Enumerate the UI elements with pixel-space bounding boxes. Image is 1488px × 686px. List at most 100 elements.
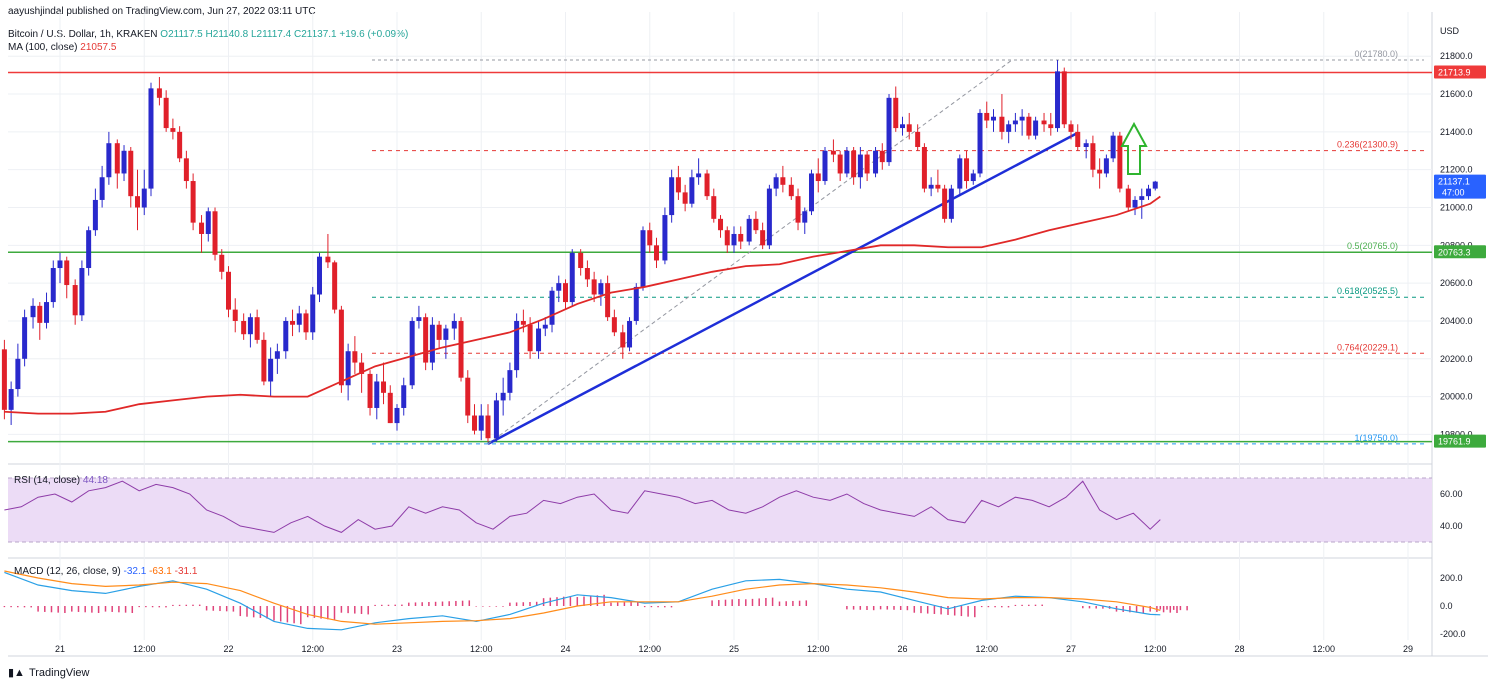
candle-body[interactable] <box>359 362 365 374</box>
candle-body[interactable] <box>485 415 491 439</box>
rsi-legend[interactable]: RSI (14, close) 44.18 <box>14 475 108 486</box>
candle-body[interactable] <box>148 88 154 189</box>
candle-body[interactable] <box>647 230 653 246</box>
candle-body[interactable] <box>1132 199 1138 208</box>
candle-body[interactable] <box>675 177 681 193</box>
candle-body[interactable] <box>809 173 815 212</box>
candle-body[interactable] <box>746 218 752 242</box>
candle-body[interactable] <box>1006 124 1012 132</box>
candle-body[interactable] <box>99 177 105 200</box>
candle-body[interactable] <box>121 150 127 174</box>
candle-body[interactable] <box>86 230 92 269</box>
candle-body[interactable] <box>72 285 78 316</box>
candle-body[interactable] <box>753 218 759 231</box>
rsi-line[interactable] <box>4 480 1161 533</box>
candle-body[interactable] <box>942 188 948 219</box>
candle-body[interactable] <box>367 373 373 408</box>
ma100-line[interactable] <box>4 195 1161 415</box>
rising-trend-line[interactable] <box>487 132 1077 445</box>
candle-body[interactable] <box>724 230 730 246</box>
candle-body[interactable] <box>563 283 568 303</box>
candle-body[interactable] <box>79 268 85 316</box>
candle-body[interactable] <box>928 184 934 189</box>
candle-body[interactable] <box>170 128 176 132</box>
candle-body[interactable] <box>247 317 253 335</box>
candle-body[interactable] <box>738 233 744 242</box>
candle-body[interactable] <box>569 252 575 303</box>
candle-body[interactable] <box>325 256 331 263</box>
candle-body[interactable] <box>345 351 351 386</box>
candle-body[interactable] <box>633 286 639 321</box>
candle-body[interactable] <box>900 124 905 129</box>
candle-body[interactable] <box>296 313 302 325</box>
candle-body[interactable] <box>1146 188 1152 197</box>
candle-body[interactable] <box>844 150 850 174</box>
candle-body[interactable] <box>795 196 801 223</box>
candle-body[interactable] <box>128 150 134 197</box>
candle-body[interactable] <box>352 351 358 363</box>
candle-body[interactable] <box>1041 120 1047 125</box>
candle-body[interactable] <box>1048 124 1054 129</box>
candle-body[interactable] <box>696 173 702 178</box>
candle-body[interactable] <box>977 112 983 174</box>
candle-body[interactable] <box>620 332 626 348</box>
candle-body[interactable] <box>37 305 43 323</box>
candle-body[interactable] <box>766 188 772 246</box>
candle-body[interactable] <box>316 256 322 295</box>
candle-body[interactable] <box>957 158 963 189</box>
candle-body[interactable] <box>984 112 990 121</box>
candle-body[interactable] <box>1019 116 1025 121</box>
candle-body[interactable] <box>921 146 927 189</box>
candle-body[interactable] <box>591 279 597 295</box>
candle-body[interactable] <box>338 309 344 386</box>
candle-body[interactable] <box>879 150 885 163</box>
candle-body[interactable] <box>1083 143 1089 147</box>
candle-body[interactable] <box>401 385 407 408</box>
candle-body[interactable] <box>857 154 863 178</box>
candle-body[interactable] <box>1110 135 1116 159</box>
candle-body[interactable] <box>114 143 120 174</box>
candle-body[interactable] <box>689 177 695 204</box>
candle-body[interactable] <box>1097 169 1103 174</box>
candle-body[interactable] <box>718 218 724 231</box>
candle-body[interactable] <box>268 358 274 382</box>
candle-body[interactable] <box>374 381 380 408</box>
macd-legend[interactable]: MACD (12, 26, close, 9) -32.1 -63.1 -31.… <box>14 566 197 577</box>
candle-body[interactable] <box>451 320 457 329</box>
candle-body[interactable] <box>935 184 941 189</box>
candle-body[interactable] <box>886 97 892 163</box>
candle-body[interactable] <box>760 230 766 246</box>
candle-body[interactable] <box>815 173 821 182</box>
candle-body[interactable] <box>1012 120 1018 125</box>
candle-body[interactable] <box>156 88 162 98</box>
candle-body[interactable] <box>303 313 309 333</box>
candle-body[interactable] <box>141 188 147 208</box>
candle-body[interactable] <box>802 211 808 223</box>
candle-body[interactable] <box>520 320 526 325</box>
macd-line[interactable] <box>4 571 1161 631</box>
candle-body[interactable] <box>183 158 189 182</box>
candle-body[interactable] <box>199 222 205 234</box>
candle-body[interactable] <box>429 324 435 363</box>
candle-body[interactable] <box>50 268 56 303</box>
candle-body[interactable] <box>549 290 555 325</box>
candle-body[interactable] <box>57 260 63 269</box>
candle-body[interactable] <box>190 181 196 223</box>
candle-body[interactable] <box>990 116 996 121</box>
candle-body[interactable] <box>135 196 141 208</box>
candle-body[interactable] <box>1061 71 1067 125</box>
candle-body[interactable] <box>1103 158 1109 174</box>
candle-body[interactable] <box>830 150 836 155</box>
candle-body[interactable] <box>536 328 542 352</box>
candle-body[interactable] <box>611 317 617 333</box>
candle-body[interactable] <box>493 400 499 439</box>
candle-body[interactable] <box>443 328 449 340</box>
candle-body[interactable] <box>964 158 970 182</box>
candle-body[interactable] <box>500 392 506 401</box>
candle-body[interactable] <box>44 302 50 323</box>
candle-body[interactable] <box>261 339 267 382</box>
candle-body[interactable] <box>1055 71 1061 129</box>
candle-body[interactable] <box>478 415 484 431</box>
candle-body[interactable] <box>948 188 954 219</box>
candle-body[interactable] <box>1 349 7 410</box>
